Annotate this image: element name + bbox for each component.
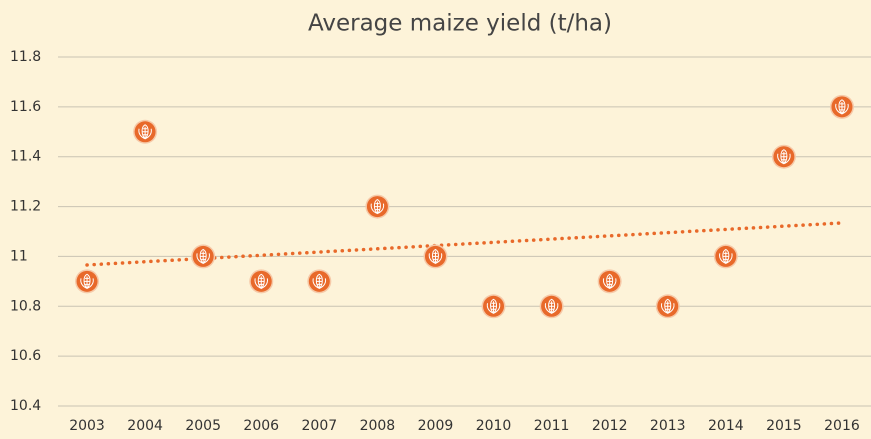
y-tick-label: 11 bbox=[10, 248, 28, 264]
marker bbox=[829, 94, 854, 119]
x-tick-label: 2008 bbox=[360, 418, 396, 434]
marker bbox=[597, 269, 622, 294]
y-tick-label: 11.8 bbox=[10, 49, 41, 65]
marker bbox=[539, 294, 564, 319]
chart-title: Average maize yield (t/ha) bbox=[308, 11, 612, 37]
y-tick-label: 10.8 bbox=[10, 298, 41, 314]
corn-icon bbox=[661, 298, 675, 314]
marker bbox=[307, 269, 332, 294]
marker bbox=[75, 269, 100, 294]
corn-icon bbox=[602, 273, 617, 290]
x-tick-label: 2009 bbox=[418, 418, 454, 434]
marker bbox=[771, 144, 796, 169]
y-tick-label: 10.4 bbox=[10, 398, 41, 414]
corn-icon bbox=[428, 248, 443, 265]
corn-icon bbox=[138, 124, 152, 140]
corn-icon bbox=[835, 99, 849, 115]
x-tick-label: 2006 bbox=[243, 418, 279, 434]
x-tick-label: 2012 bbox=[592, 418, 628, 434]
x-tick-label: 2015 bbox=[766, 418, 802, 434]
corn-icon bbox=[719, 248, 733, 265]
x-tick-label: 2011 bbox=[534, 418, 570, 434]
trendline bbox=[85, 221, 844, 267]
marker bbox=[191, 244, 216, 269]
marker bbox=[133, 119, 158, 144]
x-tick-label: 2004 bbox=[127, 418, 163, 434]
y-tick-label: 11.6 bbox=[10, 99, 41, 115]
marker bbox=[423, 244, 448, 269]
x-tick-label: 2013 bbox=[650, 418, 686, 434]
corn-icon bbox=[312, 273, 327, 290]
x-tick-label: 2007 bbox=[302, 418, 338, 434]
corn-icon bbox=[486, 298, 501, 314]
marker bbox=[481, 294, 506, 319]
marker bbox=[655, 294, 680, 319]
marker bbox=[249, 269, 274, 294]
x-tick-label: 2014 bbox=[708, 418, 744, 434]
x-tick-label: 2003 bbox=[69, 418, 105, 434]
corn-icon bbox=[254, 273, 268, 290]
x-tick-label: 2010 bbox=[476, 418, 512, 434]
corn-icon bbox=[370, 199, 385, 215]
x-tick-label: 2005 bbox=[185, 418, 221, 434]
corn-icon bbox=[196, 248, 210, 265]
corn-icon bbox=[777, 149, 791, 165]
y-tick-label: 10.6 bbox=[10, 348, 41, 364]
y-tick-label: 11.4 bbox=[10, 149, 41, 165]
y-tick-label: 11.2 bbox=[10, 199, 41, 215]
marker bbox=[713, 244, 738, 269]
marker bbox=[365, 194, 390, 219]
x-tick-label: 2016 bbox=[824, 418, 860, 434]
corn-icon bbox=[80, 273, 94, 290]
corn-icon bbox=[544, 298, 559, 314]
